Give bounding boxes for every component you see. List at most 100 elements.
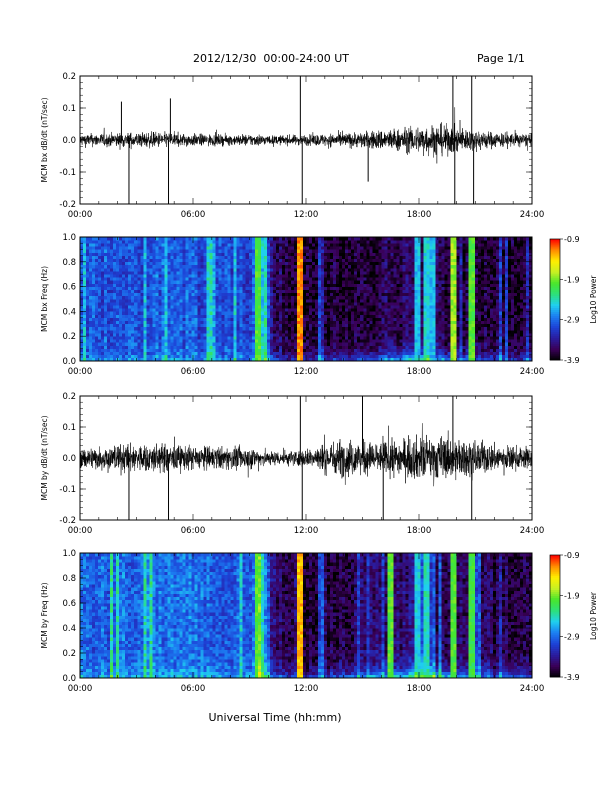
heatmap-cell bbox=[290, 280, 295, 284]
heatmap-cell bbox=[251, 336, 256, 340]
heatmap-cell bbox=[336, 283, 340, 287]
heatmap-cell bbox=[354, 261, 358, 266]
heatmap-cell bbox=[363, 283, 367, 287]
heatmap-cell bbox=[170, 339, 174, 343]
heatmap-cell bbox=[444, 336, 448, 340]
heatmap-cell bbox=[360, 339, 364, 343]
heatmap-cell bbox=[122, 289, 126, 294]
heatmap-cell bbox=[170, 314, 174, 318]
heatmap-cell bbox=[113, 249, 117, 253]
heatmap-cell bbox=[128, 302, 132, 306]
heatmap-cell bbox=[302, 308, 307, 312]
heatmap-cell bbox=[390, 311, 394, 315]
heatmap-cell bbox=[408, 311, 412, 315]
heatmap-cell bbox=[429, 357, 433, 362]
heatmap-cell bbox=[384, 323, 388, 328]
heatmap-cell bbox=[330, 258, 334, 263]
heatmap-cell bbox=[185, 330, 189, 334]
heatmap-cell bbox=[203, 274, 207, 278]
heatmap-cell bbox=[134, 330, 138, 334]
heatmap-cell bbox=[357, 336, 361, 340]
heatmap-cell bbox=[104, 258, 108, 263]
heatmap-cell bbox=[348, 283, 352, 287]
heatmap-cell bbox=[167, 330, 171, 334]
heatmap-cell bbox=[405, 289, 409, 294]
heatmap-cell bbox=[167, 342, 171, 346]
heatmap-cell bbox=[284, 333, 289, 337]
heatmap-cell bbox=[233, 237, 237, 241]
heatmap-cell bbox=[158, 348, 162, 352]
heatmap-cell bbox=[170, 261, 174, 266]
heatmap-cell bbox=[200, 255, 204, 259]
heatmap-cell bbox=[444, 280, 448, 284]
heatmap-cell bbox=[281, 326, 286, 331]
heatmap-cell bbox=[287, 258, 292, 263]
heatmap-cell bbox=[137, 348, 141, 352]
heatmap-cell bbox=[137, 264, 141, 269]
heatmap-cell bbox=[224, 264, 228, 269]
heatmap-cell bbox=[143, 277, 147, 281]
heatmap-cell bbox=[399, 333, 403, 337]
heatmap-cell bbox=[80, 252, 84, 256]
heatmap-cell bbox=[122, 274, 126, 278]
heatmap-cell bbox=[378, 274, 382, 278]
heatmap-cell bbox=[251, 283, 256, 287]
heatmap-cell bbox=[423, 255, 427, 259]
heatmap-cell bbox=[128, 339, 132, 343]
heatmap-cell bbox=[275, 280, 280, 284]
heatmap-cell bbox=[408, 323, 412, 328]
heatmap-cell bbox=[396, 317, 400, 321]
heatmap-cell bbox=[354, 255, 358, 259]
heatmap-cell bbox=[339, 271, 343, 275]
heatmap-cell bbox=[393, 320, 397, 325]
heatmap-cell bbox=[215, 299, 219, 303]
heatmap-cell bbox=[101, 280, 105, 284]
heatmap-cell bbox=[375, 314, 379, 318]
heatmap-cell bbox=[324, 255, 328, 259]
heatmap-cell bbox=[327, 249, 331, 253]
heatmap-cell bbox=[173, 320, 177, 325]
heatmap-cell bbox=[318, 277, 322, 281]
heatmap-cell bbox=[357, 280, 361, 284]
heatmap-cell bbox=[369, 255, 373, 259]
heatmap-cell bbox=[125, 351, 129, 356]
heatmap-cell bbox=[158, 289, 162, 294]
heatmap-cell bbox=[80, 323, 84, 328]
heatmap-cell bbox=[152, 249, 156, 253]
heatmap-cell bbox=[122, 255, 126, 259]
heatmap-cell bbox=[197, 277, 201, 281]
heatmap-cell bbox=[324, 308, 328, 312]
heatmap-cell bbox=[239, 249, 244, 253]
heatmap-cell bbox=[245, 271, 250, 275]
heatmap-cell bbox=[89, 299, 93, 303]
heatmap-cell bbox=[212, 264, 216, 269]
heatmap-cell bbox=[221, 299, 225, 303]
heatmap-cell bbox=[302, 289, 307, 294]
heatmap-cell bbox=[312, 348, 316, 352]
heatmap-cell bbox=[306, 255, 310, 259]
heatmap-cell bbox=[278, 277, 283, 281]
heatmap-cell bbox=[302, 295, 307, 300]
heatmap-cell bbox=[170, 295, 174, 300]
heatmap-cell bbox=[417, 255, 421, 259]
heatmap-cell bbox=[104, 252, 108, 256]
heatmap-cell bbox=[173, 317, 177, 321]
heatmap-cell bbox=[390, 249, 394, 253]
heatmap-cell bbox=[275, 320, 280, 325]
heatmap-cell bbox=[92, 354, 96, 359]
heatmap-cell bbox=[125, 320, 129, 325]
heatmap-cell bbox=[200, 277, 204, 281]
heatmap-cell bbox=[438, 261, 442, 266]
heatmap-cell bbox=[309, 246, 313, 250]
heatmap-cell bbox=[339, 277, 343, 281]
heatmap-cell bbox=[435, 252, 439, 256]
heatmap-cell bbox=[393, 271, 397, 275]
heatmap-cell bbox=[245, 289, 250, 294]
heatmap-cell bbox=[363, 252, 367, 256]
heatmap-cell bbox=[293, 243, 298, 247]
heatmap-cell bbox=[287, 264, 292, 269]
heatmap-cell bbox=[290, 305, 295, 309]
heatmap-cell bbox=[191, 305, 195, 309]
heatmap-cell bbox=[152, 357, 156, 362]
heatmap-cell bbox=[101, 342, 105, 346]
